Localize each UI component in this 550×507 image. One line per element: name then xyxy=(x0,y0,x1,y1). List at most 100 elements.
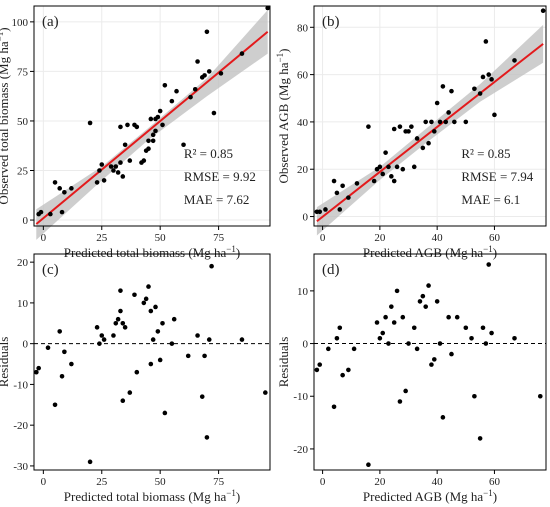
y-tick-label: 25 xyxy=(17,166,29,178)
data-point xyxy=(492,112,497,118)
plot-frame xyxy=(313,253,547,471)
data-point xyxy=(146,146,151,152)
data-point xyxy=(397,124,403,129)
regression-line xyxy=(35,30,269,225)
data-point xyxy=(420,293,426,299)
y-tick-label: -20 xyxy=(13,420,28,432)
panel-label: (c) xyxy=(42,262,59,278)
data-point xyxy=(440,415,446,420)
data-point xyxy=(52,180,58,185)
y-tick-label: -30 xyxy=(13,461,28,473)
regression-line xyxy=(316,43,544,223)
data-point xyxy=(394,164,400,170)
data-point xyxy=(181,142,186,148)
data-point xyxy=(146,284,151,289)
x-unit-exponent: −1 xyxy=(483,244,493,254)
data-point xyxy=(463,325,469,331)
data-point xyxy=(118,308,123,314)
data-point xyxy=(374,320,380,325)
y-tick-label: -20 xyxy=(293,444,308,456)
data-point xyxy=(59,209,65,215)
y-axis-label: Observed AGB (Mg ha−1) xyxy=(275,49,291,184)
data-point xyxy=(153,304,158,310)
data-point xyxy=(185,353,191,359)
data-point xyxy=(366,124,371,129)
data-point xyxy=(169,98,175,104)
data-point xyxy=(148,361,154,367)
data-point xyxy=(437,341,443,346)
plot-frame xyxy=(313,5,547,227)
data-point xyxy=(111,333,116,338)
y-tick-label: 10 xyxy=(17,298,29,310)
x-unit-exponent: −1 xyxy=(226,488,236,498)
y-tick-label: 100 xyxy=(12,17,29,29)
data-point xyxy=(340,183,345,189)
data-point xyxy=(120,320,126,326)
data-point xyxy=(206,337,212,342)
data-point xyxy=(87,120,93,126)
data-point xyxy=(483,39,489,44)
data-point xyxy=(463,119,469,125)
plot-frame xyxy=(33,5,271,227)
data-point xyxy=(443,119,449,125)
data-point xyxy=(160,320,165,326)
panel-label: (d) xyxy=(322,262,340,278)
data-point xyxy=(195,333,200,338)
y-tick-label: 60 xyxy=(297,70,309,82)
data-point xyxy=(115,316,121,322)
x-tick-label: 60 xyxy=(489,476,501,488)
x-tick-label: 75 xyxy=(213,476,225,488)
data-point xyxy=(115,170,121,175)
data-point xyxy=(323,207,328,212)
data-point xyxy=(209,263,214,269)
data-point xyxy=(153,128,158,134)
x-tick-label: 40 xyxy=(432,232,444,244)
y-axis-label: Residuals xyxy=(276,337,291,388)
y-tick-label: 20 xyxy=(297,164,309,176)
data-point xyxy=(486,262,492,267)
data-point xyxy=(446,314,451,320)
stats-text: MAE = 7.62 xyxy=(184,192,249,207)
data-point xyxy=(118,288,123,293)
x-tick-label: 25 xyxy=(96,232,108,244)
data-point xyxy=(199,394,205,399)
data-point xyxy=(380,171,386,177)
stats-text: MAE = 6.1 xyxy=(461,192,520,207)
x-tick-label: 75 xyxy=(213,232,225,244)
data-point xyxy=(57,329,63,334)
x-tick-label: 50 xyxy=(155,232,167,244)
y-tick-label: 0 xyxy=(303,339,309,351)
data-point xyxy=(45,345,51,351)
x-tick-label: 50 xyxy=(155,476,167,488)
data-point xyxy=(162,82,168,88)
data-point xyxy=(141,158,147,163)
data-point xyxy=(206,69,212,74)
data-point xyxy=(122,142,128,148)
data-point xyxy=(111,168,116,173)
data-point xyxy=(174,88,179,94)
data-point xyxy=(480,325,486,331)
data-point xyxy=(512,335,517,341)
data-point xyxy=(146,138,151,144)
data-point xyxy=(314,367,320,373)
data-point xyxy=(334,190,340,196)
data-point xyxy=(411,325,417,331)
data-point xyxy=(340,372,345,378)
data-point xyxy=(480,74,486,80)
data-point xyxy=(377,335,383,341)
y-tick-label: -10 xyxy=(293,391,308,403)
data-point xyxy=(383,314,388,320)
x-tick-label: 0 xyxy=(41,476,47,488)
data-point xyxy=(346,367,351,373)
data-point xyxy=(483,341,489,346)
data-point xyxy=(391,126,397,132)
data-point xyxy=(188,94,193,100)
stats-text: RMSE = 9.92 xyxy=(184,169,256,184)
data-point xyxy=(429,119,434,125)
data-point xyxy=(162,410,168,416)
panel-b: 0 20 40 60 0 20 40 60 80 (b) R² = 0.85 RMSE = 7.94 M… xyxy=(275,5,547,260)
stats-text: R² = 0.85 xyxy=(184,146,233,161)
data-point xyxy=(211,110,217,116)
data-point xyxy=(157,357,163,363)
x-tick-label: 20 xyxy=(374,232,386,244)
